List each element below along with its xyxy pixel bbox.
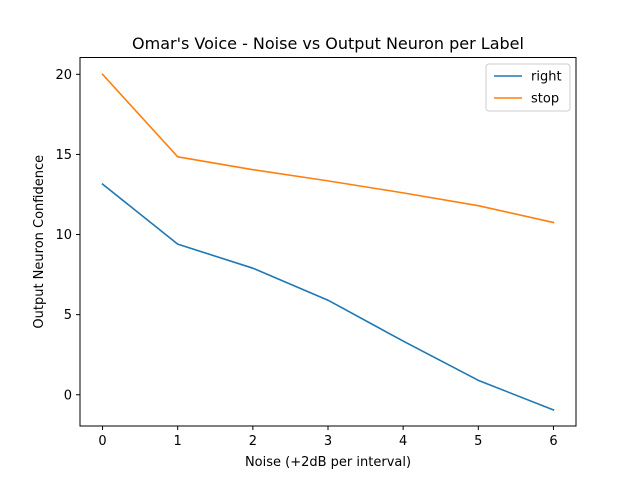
chart-title: Omar's Voice - Noise vs Output Neuron pe… (132, 34, 524, 53)
x-tick-label: 6 (549, 434, 557, 449)
x-axis: 0 1 2 3 4 5 6 (98, 426, 558, 449)
series-line-right (101, 182, 555, 412)
y-tick-label: 0 (64, 388, 72, 403)
x-tick-label: 3 (324, 434, 332, 449)
x-tick-label: 0 (98, 434, 106, 449)
x-tick-label: 5 (474, 434, 482, 449)
y-tick-label: 15 (55, 148, 72, 163)
x-tick-label: 4 (399, 434, 407, 449)
y-tick-label: 10 (55, 228, 72, 243)
legend-label-right: right (531, 70, 562, 85)
y-tick-label: 5 (64, 308, 72, 323)
legend-label-stop: stop (531, 92, 559, 107)
series-layer (101, 73, 555, 412)
y-tick-label: 20 (55, 68, 72, 83)
legend: right stop (485, 63, 571, 112)
y-axis-label: Output Neuron Confidence (32, 155, 47, 329)
series-line-stop (101, 73, 555, 224)
x-tick-label: 2 (249, 434, 257, 449)
x-axis-label: Noise (+2dB per interval) (245, 455, 411, 470)
plot-frame (79, 57, 577, 427)
y-axis: 0 5 10 15 20 (55, 68, 80, 403)
x-tick-label: 1 (174, 434, 182, 449)
